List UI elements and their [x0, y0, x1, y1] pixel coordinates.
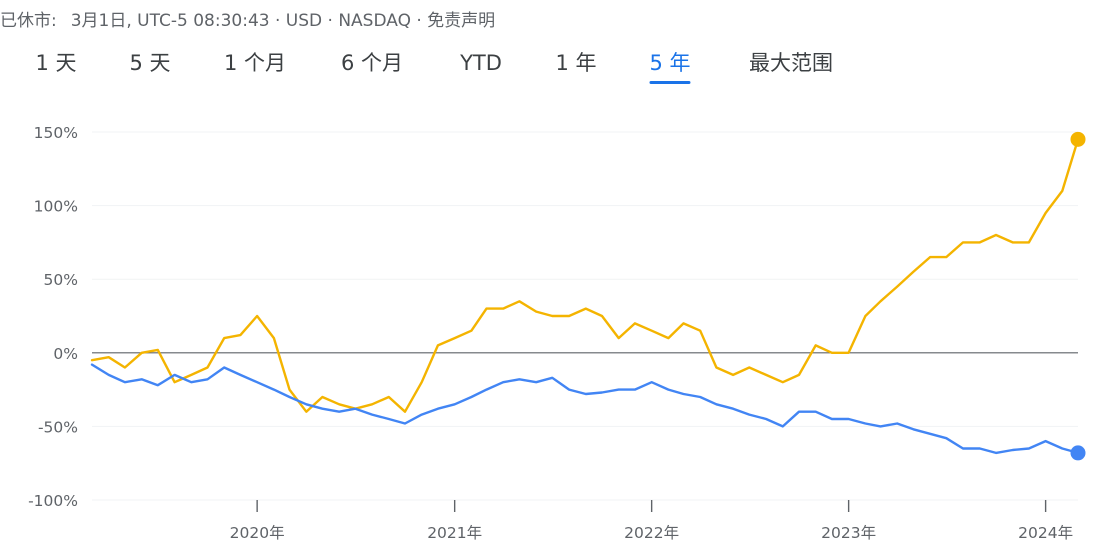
tab-1m[interactable]: 1 个月 [223, 51, 287, 75]
y-tick-label: -100% [28, 492, 78, 510]
y-tick-label: 50% [44, 271, 78, 289]
series-endpoint-0 [1070, 131, 1086, 147]
x-tick-label: 2022年 [624, 524, 679, 542]
chart-series [90, 131, 1086, 461]
market-status-details: 3月1日, UTC-5 08:30:43 · USD · NASDAQ · 免责… [70, 11, 496, 31]
x-axis: 2020年 2021年 2022年 2023年 2024年 [230, 500, 1073, 542]
tab-5y[interactable]: 5 年 [649, 48, 691, 84]
series-line-0 [90, 138, 1080, 413]
x-tick-label: 2021年 [427, 524, 482, 542]
series-line-1 [90, 363, 1080, 455]
y-tick-label: 100% [34, 198, 78, 216]
tab-max[interactable]: 最大范围 [749, 51, 833, 75]
range-tabs: 1 天 5 天 1 个月 6 个月 YTD 1 年 5 年 最大范围 [0, 48, 900, 88]
tab-6m[interactable]: 6 个月 [340, 51, 404, 75]
market-status: 已休市: 3月1日, UTC-5 08:30:43 · USD · NASDAQ … [0, 6, 495, 31]
y-tick-label: 0% [53, 345, 78, 363]
tab-ytd[interactable]: YTD [460, 51, 502, 75]
y-axis: 150% 100% 50% 0% -50% -100% [28, 124, 78, 510]
x-tick-label: 2024年 [1018, 524, 1073, 542]
series-endpoint-1 [1070, 445, 1086, 461]
x-tick-label: 2020年 [230, 524, 285, 542]
y-tick-label: 150% [34, 124, 78, 142]
x-tick-label: 2023年 [821, 524, 876, 542]
tab-1d[interactable]: 1 天 [35, 51, 77, 75]
market-closed-label: 已休市: [0, 11, 57, 31]
chart-grid [92, 131, 1078, 501]
tab-5d[interactable]: 5 天 [129, 51, 171, 75]
tab-1y[interactable]: 1 年 [555, 51, 597, 75]
y-tick-label: -50% [38, 418, 78, 436]
active-tab-underline [649, 81, 691, 84]
